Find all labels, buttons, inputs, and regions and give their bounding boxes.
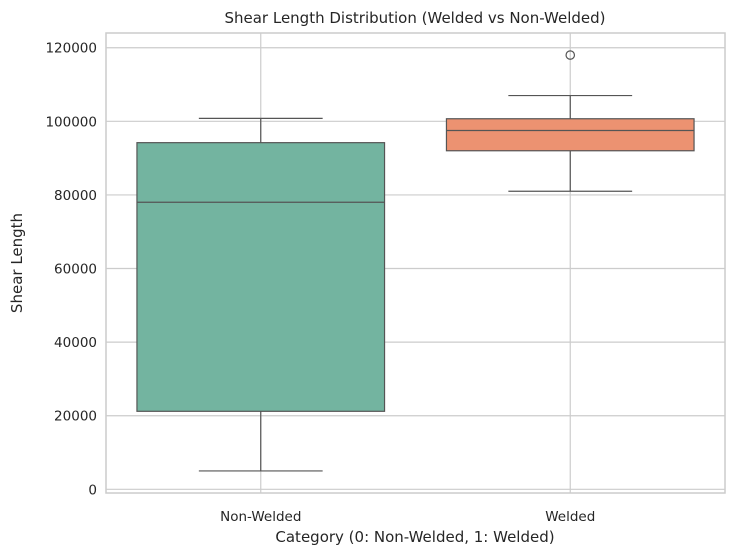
y-tick-label: 60000 bbox=[54, 262, 97, 278]
x-tick-label: Non-Welded bbox=[220, 509, 301, 525]
iqr-box bbox=[445, 118, 695, 152]
outlier-point bbox=[565, 50, 576, 60]
x-tick-labels: Non-Welded Welded bbox=[220, 509, 595, 525]
y-tick-label: 0 bbox=[88, 482, 97, 498]
y-tick-label: 20000 bbox=[54, 409, 97, 425]
y-tick-label: 120000 bbox=[45, 41, 97, 57]
x-axis-label: Category (0: Non-Welded, 1: Welded) bbox=[275, 528, 554, 546]
y-axis-label: Shear Length bbox=[8, 213, 26, 313]
box-non-welded bbox=[136, 117, 386, 472]
chart-title: Shear Length Distribution (Welded vs Non… bbox=[224, 9, 605, 27]
plot-frame bbox=[105, 32, 726, 494]
y-tick-label: 80000 bbox=[54, 188, 97, 204]
y-tick-label: 40000 bbox=[54, 335, 97, 351]
y-tick-labels: 0 20000 40000 60000 80000 100000 120000 bbox=[45, 41, 97, 499]
box-welded bbox=[445, 50, 695, 192]
iqr-box bbox=[136, 142, 386, 412]
y-tick-label: 100000 bbox=[45, 114, 97, 130]
box-layer bbox=[136, 50, 695, 472]
x-tick-label: Welded bbox=[545, 509, 595, 525]
